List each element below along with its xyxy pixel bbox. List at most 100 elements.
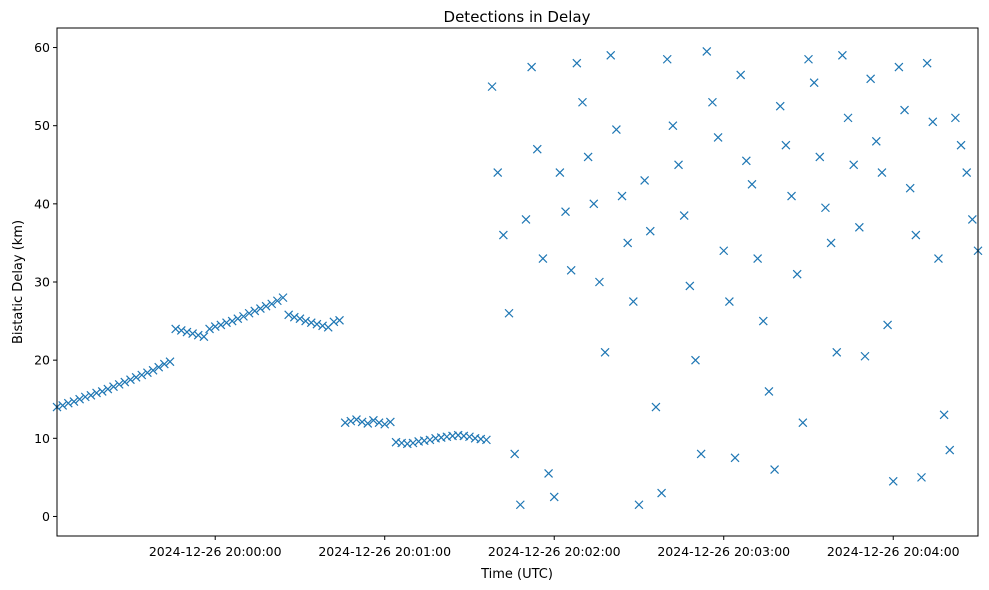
data-point-marker [199,332,209,342]
y-tick-label: 30 [34,275,50,290]
data-point-marker [634,500,644,510]
data-point-marker [860,351,870,361]
data-point-marker [730,453,740,463]
x-tick-label: 2024-12-26 20:01:00 [318,544,451,559]
data-point-marker [611,125,621,135]
data-point-marker [114,379,124,389]
data-point-marker [854,222,864,232]
data-point-marker [928,117,938,127]
data-point-marker [606,50,616,60]
data-point-marker [515,500,525,510]
data-point-marker [532,144,542,154]
data-point-marker [787,191,796,201]
data-point-marker [702,47,712,56]
y-tick-label: 40 [34,196,50,211]
data-point-marker [555,168,565,178]
data-point-marker [628,297,638,306]
data-point-marker [804,54,813,64]
data-point-marker [657,488,667,498]
data-point-marker [210,322,220,331]
data-point-marker [176,326,186,335]
y-axis-label: Bistatic Delay (km) [11,220,26,344]
data-point-marker [301,316,311,326]
data-point-marker [815,152,825,162]
x-tick-label: 2024-12-26 20:02:00 [488,544,621,559]
data-point-marker [340,418,350,428]
data-point-marker [284,310,294,320]
data-point-marker [572,58,582,68]
data-point-marker [623,238,633,248]
x-tick-label: 2024-12-26 20:04:00 [827,544,960,559]
data-point-marker [385,417,395,427]
data-point-marker [86,390,96,400]
data-point-marker [651,402,661,412]
data-point-marker [329,317,339,327]
data-point-marker [905,183,915,193]
data-point-marker [866,74,876,84]
data-point-marker [640,175,650,185]
data-point-marker [945,445,955,455]
data-point-marker [837,50,847,60]
data-point-marker [69,397,79,406]
data-point-marker [583,152,593,162]
data-point-marker [911,230,921,240]
data-point-marker [171,324,181,334]
y-tick-label: 10 [34,431,50,446]
data-point-marker [368,415,378,425]
data-point-marker [255,304,265,313]
data-point-marker [159,359,169,369]
data-point-marker [753,254,763,263]
data-point-marker [956,140,966,150]
data-point-marker [736,70,746,80]
x-tick-label: 2024-12-26 20:00:00 [149,544,282,559]
data-point-marker [713,132,723,142]
data-point-marker [408,438,418,448]
data-point-marker [674,160,683,170]
data-point-marker [493,168,503,178]
data-point-marker [617,191,627,201]
data-point-marker [775,101,785,111]
data-point-marker [306,318,316,328]
data-point-marker [216,320,226,330]
x-axis: 2024-12-26 20:00:00 2024-12-26 20:01:00 20… [149,536,960,559]
data-point-marker [967,215,977,224]
data-point-marker [691,355,700,365]
data-point-marker [821,203,830,213]
data-point-marker [770,465,780,474]
data-points [52,47,983,510]
data-point-marker [724,297,734,306]
data-point-marker [645,226,655,236]
data-point-marker [487,82,497,92]
data-point-marker [549,492,559,502]
data-point-marker [182,327,192,337]
data-point-marker [346,416,356,426]
plot-area [57,28,978,536]
data-point-marker [498,230,508,240]
x-axis-label: Time (UTC) [480,567,553,582]
y-tick-label: 60 [34,40,50,55]
data-point-marker [97,386,107,396]
data-point-marker [781,140,791,150]
y-tick-label: 0 [42,509,50,524]
data-point-marker [481,435,491,445]
data-point-marker [222,318,231,328]
data-point-marker [80,392,90,402]
data-point-marker [832,347,842,357]
data-point-marker [758,316,768,326]
data-point-marker [888,476,898,486]
data-point-marker [662,54,672,64]
data-point-marker [357,417,367,427]
data-point-marker [193,330,203,340]
data-point-marker [233,314,243,324]
data-point-marker [227,316,237,326]
data-point-marker [261,301,271,311]
data-point-marker [934,254,943,263]
data-point-marker [425,435,435,445]
data-point-marker [883,320,893,330]
data-point-marker [250,306,260,316]
data-point-marker [63,398,73,408]
data-point-marker [137,370,147,380]
data-point-marker [747,179,757,189]
data-point-marker [352,415,361,424]
